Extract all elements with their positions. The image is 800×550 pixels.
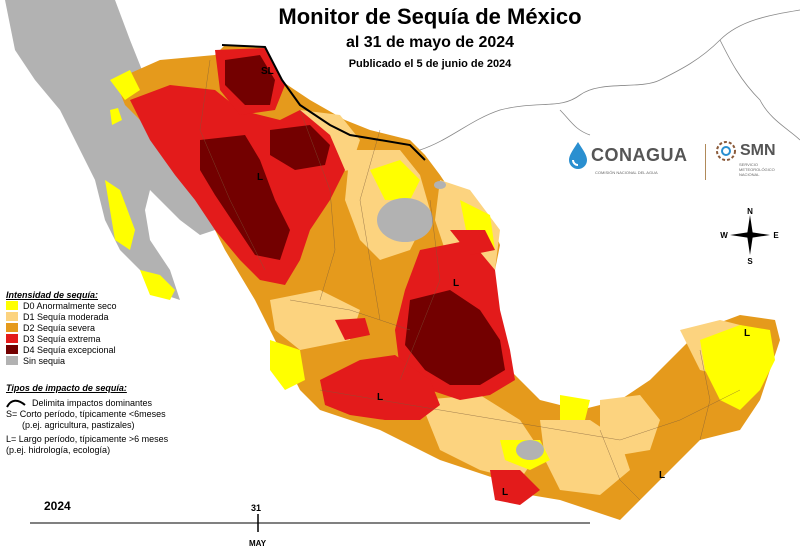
usa-coastline (419, 9, 800, 151)
map-label-l: L (377, 392, 384, 403)
legend-swatch-d1 (6, 312, 18, 321)
impact-long-2: (p.ej. hidrología, ecología) (6, 445, 111, 455)
compass-s: S (747, 257, 753, 265)
state-borders (199, 59, 741, 501)
impact-boundary-row: Delimita impactos dominantes (6, 398, 236, 409)
logos: CONAGUA COMISIÓN NACIONAL DEL AGUA SMN S… (565, 140, 776, 190)
page-title: Monitor de Sequía de México (278, 4, 582, 29)
compass-w: W (720, 231, 728, 240)
legend-swatch-d3 (6, 334, 18, 343)
logo-separator (705, 144, 706, 180)
impact-title: Tipos de impacto de sequía: (6, 383, 127, 393)
legend-label: Sin sequia (23, 355, 66, 366)
impact-legend: Tipos de impacto de sequía: Delimita imp… (6, 383, 236, 456)
legend-label: D2 Sequía severa (23, 322, 96, 333)
published-date: Publicado el 5 de junio de 2024 (348, 58, 512, 70)
legend-item: D1 Sequía moderada (6, 311, 236, 322)
impact-boundary-line (221, 44, 426, 161)
d4-areas (200, 55, 505, 385)
impact-boundary-label: Delimita impactos dominantes (32, 398, 153, 408)
compass-e: E (773, 231, 779, 240)
conagua-name: CONAGUA (591, 144, 688, 165)
legend-title: Intensidad de sequía: (6, 290, 99, 300)
legend-item: Sin sequia (6, 355, 236, 366)
no-drought-areas (377, 181, 544, 460)
impact-short-2: (p.ej. agricultura, pastizales) (22, 420, 135, 430)
conagua-sub: COMISIÓN NACIONAL DEL AGUA (595, 170, 658, 175)
map-label-l: L (453, 278, 460, 289)
compass-n: N (747, 207, 753, 216)
smn-name: SMN (740, 142, 776, 159)
impact-long-1: L= Largo período, típicamente >6 meses (6, 434, 169, 444)
smn-spiral-icon (716, 141, 736, 161)
map-label-l: L (659, 470, 666, 481)
legend-item: D4 Sequía excepcional (6, 344, 236, 355)
page-subtitle: al 31 de mayo de 2024 (345, 34, 515, 51)
legend-swatch-none (6, 356, 18, 365)
map-label-l: L (502, 487, 509, 498)
legend-swatch-d4 (6, 345, 18, 354)
legend-item: D2 Sequía severa (6, 322, 236, 333)
timeline-year: 2024 (44, 499, 71, 513)
legend-label: D1 Sequía moderada (23, 311, 109, 322)
smn-sub: SERVICIO METEOROLÓGICO NACIONAL (739, 162, 775, 177)
legend-label: D4 Sequía excepcional (23, 344, 116, 355)
timeline-current-month: MAY (249, 539, 267, 548)
timeline-current-day: 31 (251, 503, 262, 513)
boundary-line-icon (6, 399, 26, 408)
map-label-sl: SL (261, 66, 274, 77)
impact-short-1: S= Corto período, típicamente <6meses (6, 409, 166, 419)
legend-item: D0 Anormalmente seco (6, 300, 236, 311)
map-label-l: L (257, 172, 264, 183)
conagua-logo: CONAGUA COMISIÓN NACIONAL DEL AGUA (565, 140, 688, 175)
timeline-bar (30, 514, 590, 532)
legend-swatch-d0 (6, 301, 18, 310)
legend-label: D0 Anormalmente seco (23, 300, 117, 311)
baja-california (5, 0, 215, 300)
compass-rose-icon: N S E W (720, 207, 779, 265)
legend-swatch-d2 (6, 323, 18, 332)
legend-label: D3 Sequía extrema (23, 333, 101, 344)
smn-logo: SMN SERVICIO METEOROLÓGICO NACIONAL (715, 140, 776, 177)
map-label-l: L (744, 328, 751, 339)
conagua-drop-icon (569, 142, 587, 169)
intensity-legend: Intensidad de sequía: D0 Anormalmente se… (6, 290, 236, 366)
legend-item: D3 Sequía extrema (6, 333, 236, 344)
